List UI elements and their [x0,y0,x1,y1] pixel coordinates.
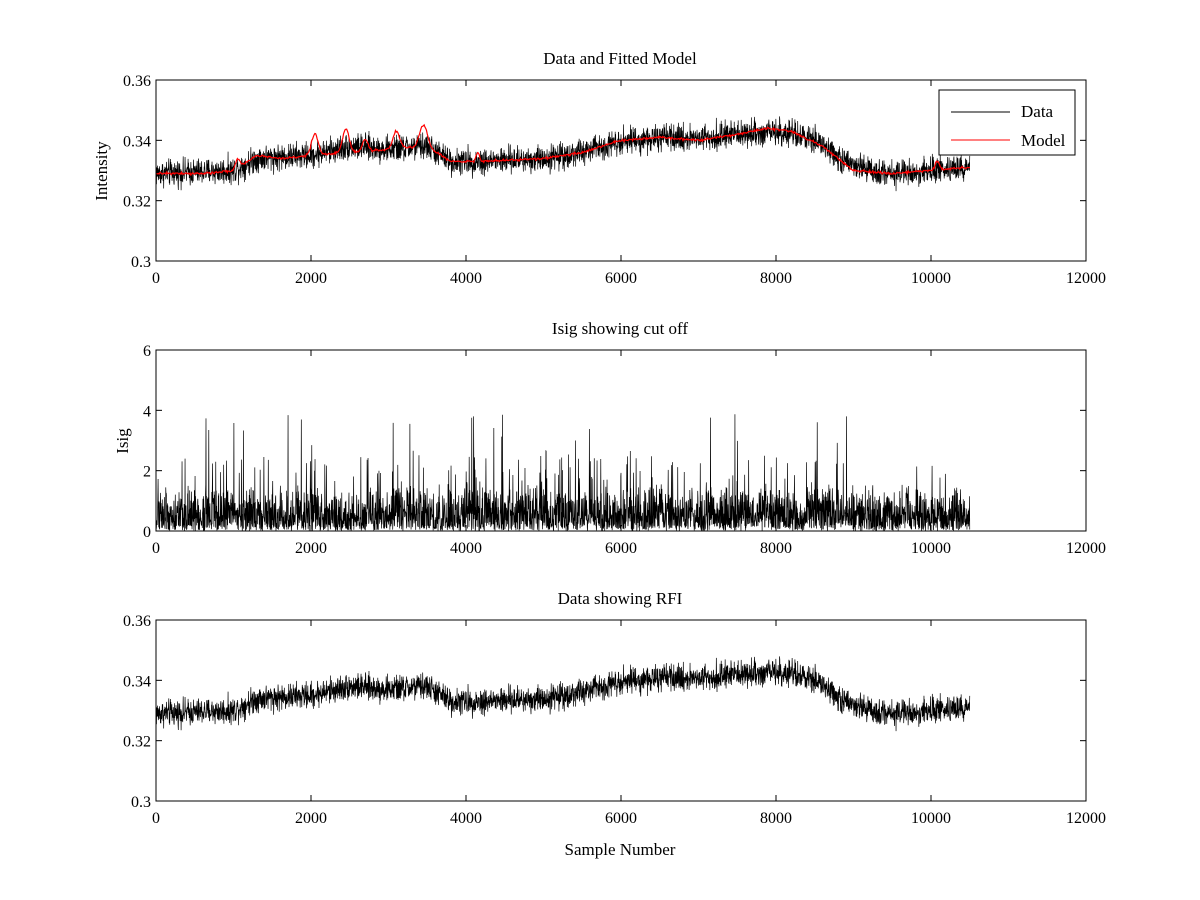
x-tick-label: 8000 [760,270,792,287]
y-tick-label: 2 [143,464,151,481]
x-tick-label: 6000 [605,540,637,557]
legend: Data Model [938,89,1076,156]
x-tick-label: 6000 [605,270,637,287]
x-tick-label: 4000 [450,270,482,287]
y-tick-label: 0.36 [123,613,151,630]
x-tick-label: 6000 [605,810,637,827]
series-line-model-1 [156,123,971,177]
series-line-isig-2 [156,414,971,531]
subplot-3-ticks: 0 2000 4000 6000 8000 10000 12000 0.3 0.32 0.34 0.… [123,613,1106,827]
x-tick-label: 10000 [911,540,951,557]
subplot-1-title: Data and Fitted Model [543,49,697,68]
legend-entry-data: Data [1021,102,1054,121]
series-line-data-1 [156,116,971,192]
x-tick-label: 12000 [1066,810,1106,827]
subplot-2-ylabel: Isig [113,428,132,454]
x-tick-label: 2000 [295,540,327,557]
x-tick-label: 2000 [295,810,327,827]
series-group-3 [156,656,971,732]
y-tick-label: 0.3 [131,254,151,271]
subplot-2-ticks: 0 2000 4000 6000 8000 10000 12000 0 2 4 6 [143,343,1106,557]
x-tick-label: 12000 [1066,270,1106,287]
legend-entry-model: Model [1021,131,1066,150]
y-tick-label: 0.32 [123,194,151,211]
y-tick-label: 0.32 [123,734,151,751]
subplot-1-ylabel: Intensity [92,141,111,201]
subplot-data-and-fitted-model: Data and Fitted Model Intensity 0 2000 400… [92,49,1106,287]
subplot-data-showing-rfi: Data showing RFI Sample Number 0 2000 4000… [123,589,1106,859]
x-tick-label: 12000 [1066,540,1106,557]
series-group-1 [156,116,971,192]
y-tick-label: 0.3 [131,794,151,811]
y-tick-label: 0.34 [123,133,151,150]
subplot-3-title: Data showing RFI [558,589,683,608]
subplot-1-plot-area [156,116,971,192]
x-tick-label: 10000 [911,810,951,827]
y-tick-label: 0 [143,524,151,541]
subplot-1-ticks: 0 2000 4000 6000 8000 10000 12000 0.3 0.32 0.34 0.… [123,73,1106,287]
y-tick-label: 0.36 [123,73,151,90]
subplot-isig-showing-cut-off: Isig showing cut off Isig 0 2000 4000 6000 8… [113,319,1106,557]
x-tick-label: 10000 [911,270,951,287]
x-axis-label: Sample Number [565,840,676,859]
x-tick-label: 4000 [450,540,482,557]
subplot-3-plot-area [156,656,971,732]
x-tick-label: 8000 [760,540,792,557]
x-tick-label: 4000 [450,810,482,827]
subplot-2-title: Isig showing cut off [552,319,688,338]
x-tick-label: 0 [152,270,160,287]
y-tick-label: 6 [143,343,151,360]
series-line-data-3 [156,656,971,732]
y-tick-label: 4 [143,403,151,420]
legend-box [938,89,1076,156]
x-tick-label: 8000 [760,810,792,827]
series-group-2 [156,414,971,531]
y-tick-label: 0.34 [123,673,151,690]
x-tick-label: 0 [152,810,160,827]
x-tick-label: 2000 [295,270,327,287]
subplot-2-plot-area [156,414,971,531]
x-tick-label: 0 [152,540,160,557]
